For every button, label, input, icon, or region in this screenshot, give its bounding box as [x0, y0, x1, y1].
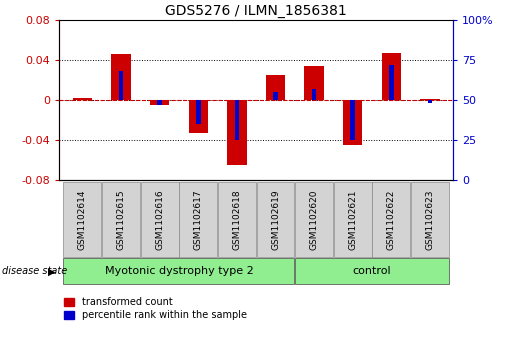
- Text: ▶: ▶: [48, 266, 56, 276]
- Bar: [350, 100, 355, 140]
- Text: control: control: [353, 266, 391, 276]
- Bar: [118, 71, 123, 100]
- Bar: [188, 100, 208, 133]
- FancyBboxPatch shape: [372, 182, 410, 257]
- Bar: [234, 100, 239, 140]
- Legend: transformed count, percentile rank within the sample: transformed count, percentile rank withi…: [64, 297, 247, 320]
- Text: GSM1102615: GSM1102615: [116, 189, 126, 250]
- Bar: [312, 89, 316, 100]
- FancyBboxPatch shape: [63, 182, 101, 257]
- Bar: [304, 66, 324, 100]
- FancyBboxPatch shape: [63, 258, 295, 285]
- Text: GSM1102623: GSM1102623: [425, 189, 435, 250]
- FancyBboxPatch shape: [295, 258, 449, 285]
- Text: disease state: disease state: [2, 266, 67, 276]
- FancyBboxPatch shape: [334, 182, 372, 257]
- Text: GSM1102614: GSM1102614: [78, 189, 87, 250]
- Bar: [196, 100, 200, 124]
- Text: GSM1102622: GSM1102622: [387, 189, 396, 250]
- FancyBboxPatch shape: [256, 182, 295, 257]
- Bar: [73, 98, 92, 100]
- Text: GSM1102617: GSM1102617: [194, 189, 203, 250]
- Bar: [227, 100, 247, 165]
- Bar: [111, 54, 131, 100]
- Bar: [343, 100, 363, 145]
- Bar: [389, 65, 393, 100]
- Title: GDS5276 / ILMN_1856381: GDS5276 / ILMN_1856381: [165, 4, 347, 17]
- Text: Myotonic dystrophy type 2: Myotonic dystrophy type 2: [105, 266, 253, 276]
- FancyBboxPatch shape: [411, 182, 449, 257]
- Bar: [266, 75, 285, 100]
- Text: GSM1102619: GSM1102619: [271, 189, 280, 250]
- Bar: [150, 100, 169, 105]
- Bar: [420, 99, 440, 100]
- FancyBboxPatch shape: [218, 182, 256, 257]
- FancyBboxPatch shape: [102, 182, 140, 257]
- Bar: [157, 100, 162, 105]
- Bar: [273, 92, 278, 100]
- Bar: [382, 53, 401, 100]
- FancyBboxPatch shape: [141, 182, 179, 257]
- Text: GSM1102621: GSM1102621: [348, 189, 357, 250]
- Bar: [427, 100, 432, 103]
- FancyBboxPatch shape: [295, 182, 333, 257]
- Text: GSM1102616: GSM1102616: [155, 189, 164, 250]
- Text: GSM1102618: GSM1102618: [232, 189, 242, 250]
- Text: GSM1102620: GSM1102620: [310, 189, 319, 250]
- FancyBboxPatch shape: [179, 182, 217, 257]
